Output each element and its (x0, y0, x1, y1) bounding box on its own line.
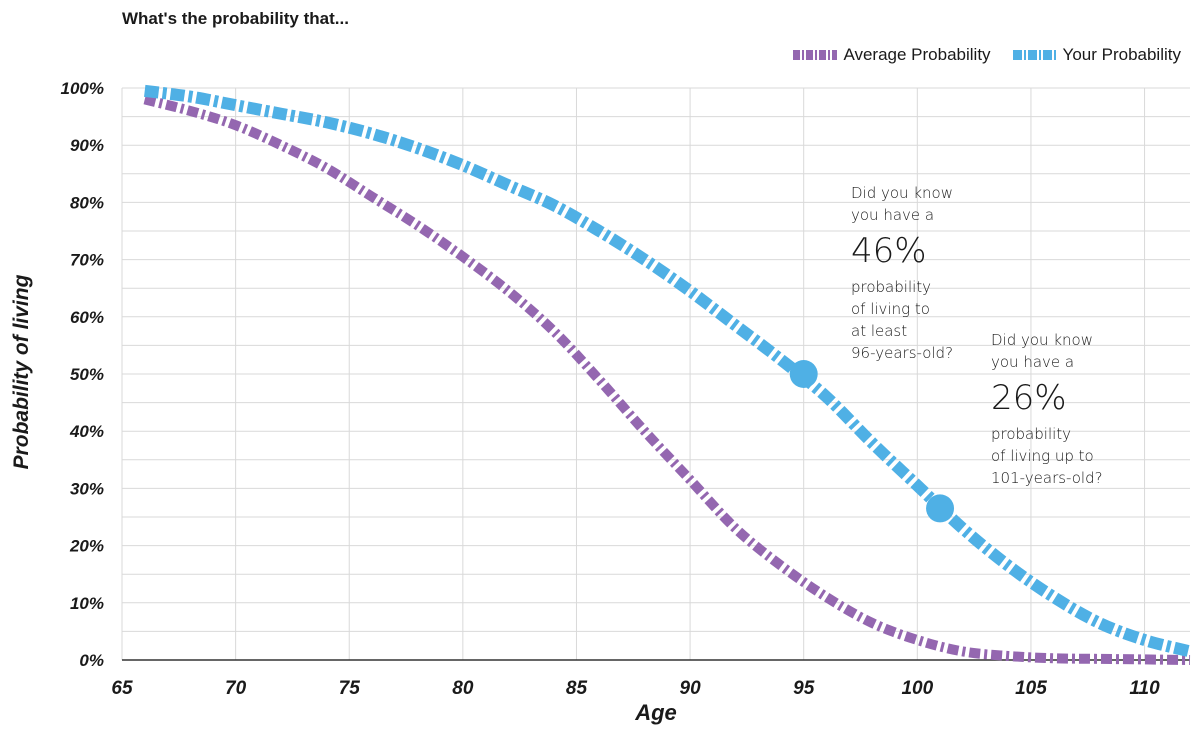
legend-label-average: Average Probability (843, 45, 991, 64)
y-tick-label: 90% (70, 136, 104, 155)
highlight-point (789, 360, 818, 388)
y-tick-label: 80% (70, 193, 104, 212)
callout-26-line: Did you know (991, 331, 1093, 349)
x-tick-label: 65 (111, 678, 133, 699)
callout-46-line: you have a (851, 206, 935, 224)
callout-46-line: at least (851, 322, 908, 340)
callout-26-value: 26% (991, 378, 1067, 418)
callout-46-line: Did you know (851, 184, 953, 202)
highlight-point (926, 494, 955, 523)
chart-legend: Average Probability Your Probability (793, 45, 1181, 65)
callout-26: Did you know you have a 26% probability … (991, 329, 1103, 489)
callout-26-line: you have a (991, 353, 1075, 371)
y-tick-label: 100% (61, 79, 104, 98)
x-tick-label: 90 (680, 678, 702, 699)
x-tick-label: 75 (339, 678, 361, 699)
x-tick-label: 95 (793, 678, 815, 699)
y-tick-label: 10% (70, 594, 104, 613)
legend-swatch-yours (1012, 50, 1057, 60)
legend-swatch-average (793, 50, 838, 60)
chart-title: What's the probability that... (122, 9, 349, 28)
x-tick-label: 110 (1129, 678, 1160, 699)
legend-label-yours: Your Probability (1062, 45, 1181, 64)
y-tick-label: 60% (70, 308, 104, 327)
series-line-average (143, 94, 1191, 665)
x-tick-label: 85 (566, 678, 588, 699)
callout-46-line: 96-years-old? (851, 344, 954, 362)
y-tick-label: 50% (70, 365, 104, 384)
y-tick-label: 30% (70, 479, 104, 498)
callout-26-line: of living up to (991, 447, 1094, 465)
callout-26-line: 101-years-old? (991, 469, 1103, 487)
legend-item-average[interactable]: Average Probability (793, 45, 991, 65)
callout-26-line: probability (991, 425, 1072, 443)
callout-46-value: 46% (851, 231, 927, 271)
y-tick-label: 0% (79, 651, 104, 670)
x-tick-label: 80 (452, 678, 474, 699)
x-tick-label: 105 (1015, 678, 1047, 699)
callout-46-line: of living to (851, 300, 930, 318)
callout-46: Did you know you have a 46% probability … (851, 182, 953, 364)
y-tick-label: 70% (70, 251, 104, 270)
x-axis-title: Age (635, 700, 677, 725)
y-tick-label: 20% (69, 537, 104, 556)
callout-46-line: probability (851, 278, 932, 296)
y-tick-label: 40% (69, 422, 104, 441)
legend-item-yours[interactable]: Your Probability (1012, 45, 1181, 65)
x-tick-label: 70 (225, 678, 247, 699)
x-tick-label: 100 (901, 678, 933, 699)
